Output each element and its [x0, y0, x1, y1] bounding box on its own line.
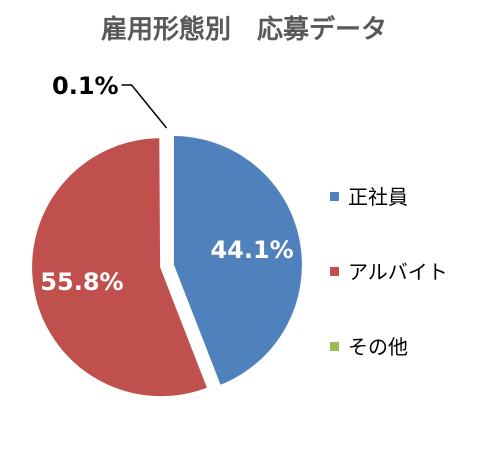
legend-label-3: その他 [348, 335, 408, 359]
chart-title: 雇用形態別 応募データ [101, 14, 387, 45]
pie-slice-2 [30, 136, 210, 399]
data-label-3: 0.1% [52, 72, 119, 100]
data-labels: 44.1% 55.8% 0.1% [40, 72, 293, 296]
pie-slices [30, 128, 304, 399]
data-label-1: 44.1% [210, 236, 293, 264]
legend-swatch-2 [330, 267, 339, 276]
pie-slice-1 [171, 133, 304, 388]
leader-line-3 [121, 84, 168, 129]
legend-swatch-1 [330, 192, 339, 201]
legend-label-1: 正社員 [348, 185, 408, 209]
leader-lines [121, 84, 168, 129]
pie-slice-3 [165, 128, 168, 261]
data-label-2: 55.8% [40, 268, 123, 296]
legend-label-2: アルバイト [348, 260, 448, 284]
legend-swatch-3 [330, 342, 339, 351]
